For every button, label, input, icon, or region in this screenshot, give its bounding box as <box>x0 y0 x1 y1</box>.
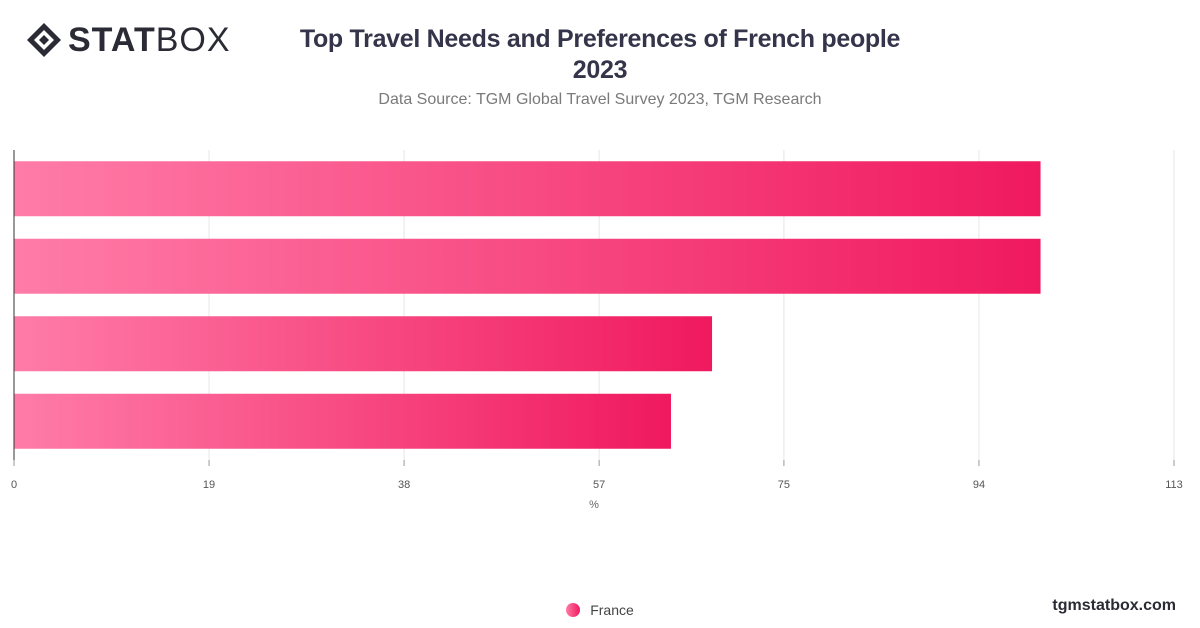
logo-text-box: BOX <box>155 21 231 59</box>
x-tick-label: 57 <box>593 479 605 491</box>
bar-france-2[interactable] <box>14 238 1041 294</box>
chart-title-line2: 2023 <box>572 56 628 84</box>
chart-title-line1: Top Travel Needs and Preferences of Fren… <box>299 25 901 53</box>
x-tick-label: 113 <box>1165 479 1183 491</box>
legend-label-france: France <box>590 602 634 618</box>
x-tick-label: 38 <box>398 479 410 491</box>
bar-france-4[interactable] <box>14 393 671 449</box>
legend[interactable]: France <box>0 602 1200 618</box>
bars <box>14 161 1041 449</box>
x-tick-label: 75 <box>778 479 790 491</box>
x-tick-labels: 0 19 38 57 75 94 113 <box>11 460 1183 491</box>
chart-title: Top Travel Needs and Preferences of Fren… <box>250 24 950 86</box>
logo-text-stat: STAT <box>68 21 156 59</box>
x-tick-label: 19 <box>203 479 215 491</box>
statbox-logo: STATBOX <box>26 22 231 58</box>
legend-marker <box>566 603 581 617</box>
chart-subtitle: Data Source: TGM Global Travel Survey 20… <box>378 91 822 108</box>
bar-chart: 0 19 38 57 75 94 113 % <box>11 150 1183 511</box>
brand-footer: tgmstatbox.com <box>1052 597 1176 614</box>
x-axis-label: % <box>589 499 599 511</box>
x-tick-label: 0 <box>11 479 17 491</box>
bar-france-3[interactable] <box>14 316 713 372</box>
logo-wordmark: STATBOX <box>68 22 231 58</box>
statbox-diamond-icon <box>27 23 61 57</box>
x-tick-label: 94 <box>973 479 985 491</box>
bar-france-1[interactable] <box>14 161 1041 217</box>
